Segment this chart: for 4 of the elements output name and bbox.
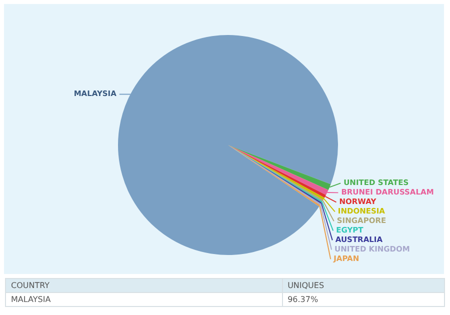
- category-label: MALAYSIA: [11, 295, 51, 304]
- text: COUNTRY: [6, 278, 282, 292]
- data-label: 96.37%: [282, 292, 444, 306]
- text: UNIQUES: [282, 278, 444, 292]
